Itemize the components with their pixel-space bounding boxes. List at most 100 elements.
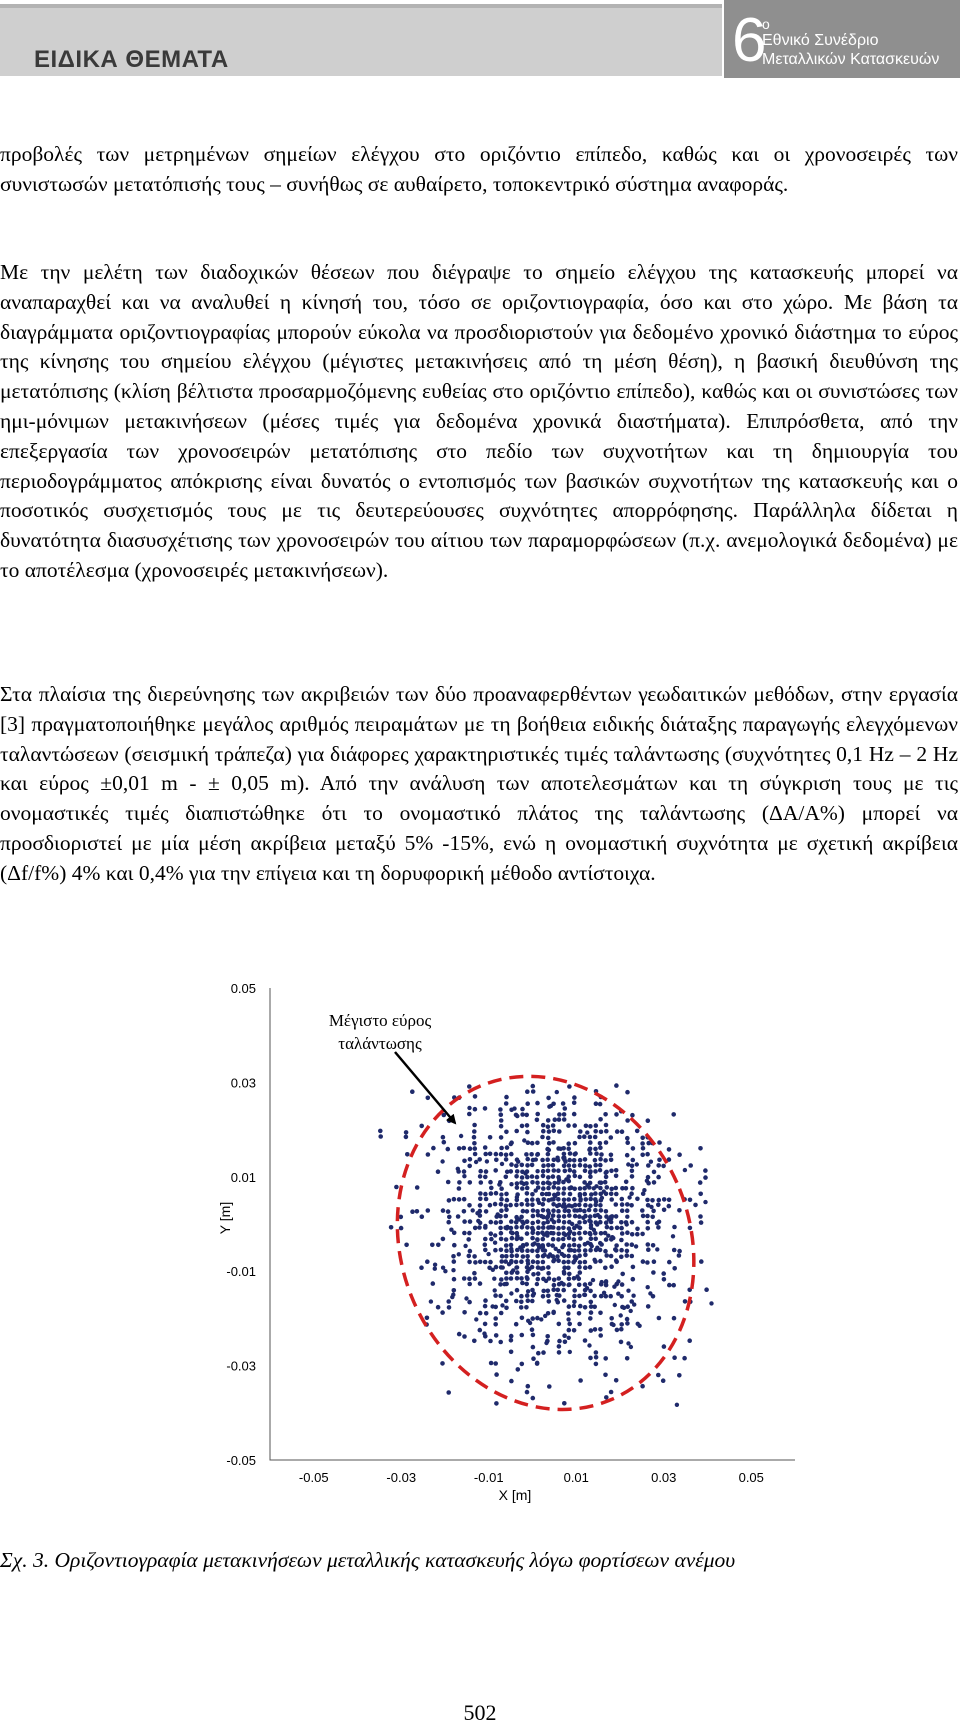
scatter-point: [592, 1304, 597, 1310]
scatter-point: [425, 1259, 430, 1264]
y-tick-label: -0.03: [226, 1359, 256, 1374]
scatter-point: [604, 1395, 609, 1400]
scatter-point: [561, 1259, 567, 1265]
scatter-point: [462, 1334, 467, 1339]
x-axis-label: X [m]: [499, 1487, 532, 1503]
scatter-point: [553, 1193, 558, 1199]
scatter-point: [451, 1230, 457, 1236]
scatter-point: [475, 1211, 480, 1216]
scatter-point: [603, 1356, 608, 1361]
scatter-point: [561, 1287, 566, 1293]
scatter-point: [534, 1174, 540, 1180]
scatter-point: [498, 1247, 504, 1253]
scatter-point: [645, 1285, 650, 1290]
scatter-point: [461, 1276, 467, 1281]
scatter-point: [604, 1224, 610, 1230]
scatter-point: [555, 1155, 560, 1160]
scatter-point: [566, 1335, 571, 1340]
scatter-point: [556, 1186, 561, 1191]
scatter-point: [546, 1271, 551, 1276]
x-tick-label: 0.03: [651, 1470, 676, 1485]
scatter-point: [576, 1243, 582, 1249]
scatter-point: [612, 1284, 617, 1289]
scatter-point: [588, 1124, 593, 1129]
scatter-point: [467, 1111, 472, 1117]
scatter-point: [619, 1326, 624, 1332]
scatter-point: [625, 1321, 630, 1326]
conference-superscript: ο: [762, 16, 770, 32]
scatter-point: [535, 1315, 540, 1321]
scatter-point: [563, 1232, 568, 1238]
scatter-point: [540, 1259, 546, 1265]
scatter-point: [490, 1267, 495, 1272]
scatter-point: [541, 1350, 546, 1355]
scatter-point: [693, 1202, 698, 1208]
scatter-point: [556, 1248, 562, 1254]
scatter-point: [455, 1166, 460, 1171]
scatter-point: [670, 1234, 676, 1239]
scatter-point: [572, 1173, 578, 1179]
x-tick-label: -0.01: [474, 1470, 504, 1485]
scatter-point: [603, 1265, 608, 1271]
scatter-point: [509, 1219, 514, 1224]
x-tick-label: -0.03: [386, 1470, 416, 1485]
scatter-point: [443, 1269, 448, 1274]
scatter-point: [572, 1123, 577, 1128]
scatter-point: [456, 1197, 462, 1202]
scatter-point: [487, 1135, 493, 1140]
scatter-point: [554, 1297, 559, 1303]
scatter-point: [515, 1247, 520, 1253]
scatter-point: [609, 1214, 615, 1219]
scatter-point: [524, 1197, 530, 1203]
scatter-point: [446, 1198, 452, 1203]
annotation-line1: Μέγιστο εύρος: [329, 1011, 432, 1030]
scatter-point: [530, 1287, 535, 1293]
scatter-point: [578, 1236, 583, 1241]
scatter-point: [503, 1203, 509, 1209]
scatter-point: [559, 1280, 564, 1286]
scatter-point: [603, 1280, 609, 1285]
scatter-point: [508, 1230, 514, 1235]
scatter-point: [618, 1339, 624, 1345]
scatter-point: [493, 1220, 499, 1225]
scatter-point: [654, 1221, 660, 1226]
scatter-point: [509, 1253, 515, 1259]
scatter-point: [504, 1191, 509, 1197]
scatter-point: [551, 1140, 556, 1145]
scatter-point: [556, 1344, 562, 1349]
scatter-point: [588, 1316, 593, 1321]
scatter-point: [467, 1180, 473, 1185]
scatter-point: [556, 1237, 561, 1242]
scatter-point: [482, 1242, 488, 1247]
scatter-point: [566, 1311, 571, 1316]
scatter-point: [477, 1281, 483, 1286]
scatter-point: [492, 1240, 498, 1245]
scatter-point: [629, 1253, 635, 1259]
scatter-point: [546, 1299, 552, 1304]
scatter-point: [592, 1293, 597, 1299]
scatter-point: [456, 1146, 462, 1151]
scatter-point: [645, 1260, 650, 1265]
scatter-point: [609, 1264, 614, 1269]
scatter-point: [572, 1213, 578, 1219]
scatter-point: [521, 1221, 526, 1226]
scatter-point: [539, 1191, 545, 1197]
scatter-point: [645, 1197, 650, 1203]
scatter-point: [630, 1146, 636, 1151]
scatter-point: [546, 1129, 552, 1134]
scatter-point: [524, 1191, 530, 1196]
scatter-point: [440, 1310, 445, 1315]
scatter-point: [577, 1293, 582, 1299]
scatter-point: [560, 1101, 566, 1106]
scatter-point: [498, 1118, 504, 1123]
scatter-point: [550, 1236, 556, 1242]
scatter-point: [557, 1129, 562, 1134]
scatter-point: [591, 1227, 597, 1233]
scatter-point: [440, 1361, 445, 1366]
scatter-point: [535, 1185, 541, 1190]
scatter-point: [547, 1252, 553, 1257]
scatter-point: [487, 1265, 492, 1271]
y-tick-label: -0.05: [226, 1453, 256, 1468]
scatter-point: [518, 1305, 524, 1310]
scatter-point: [530, 1235, 535, 1241]
